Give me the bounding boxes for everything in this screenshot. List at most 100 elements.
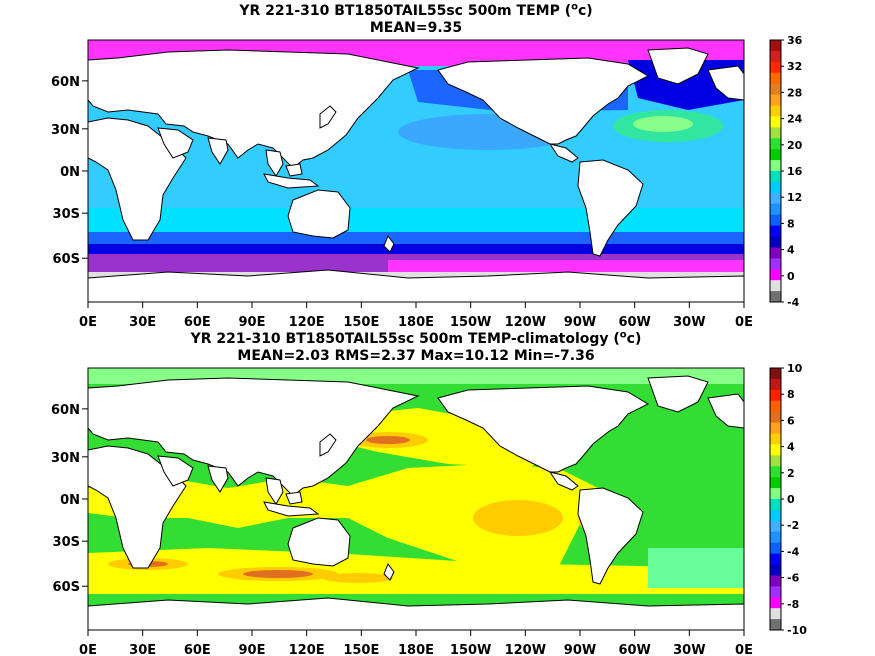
colorbar-swatch: [770, 520, 781, 533]
colorbar-label: 6: [787, 414, 795, 427]
colorbar-label: 32: [787, 60, 802, 73]
colorbar-swatch: [770, 608, 781, 620]
colorbar-swatch: [770, 94, 781, 106]
colorbar-label: 2: [787, 467, 795, 480]
lon-label: 150E: [343, 315, 379, 330]
colorbar-swatch: [770, 444, 781, 456]
lat-label: 60N: [51, 75, 80, 90]
bottom-map: [88, 368, 744, 630]
colorbar-swatch: [770, 225, 781, 237]
colorbar-label: -6: [787, 572, 800, 585]
lon-label: 90W: [564, 643, 596, 656]
lon-label: 60E: [184, 643, 211, 656]
colorbar-swatch: [770, 247, 781, 259]
colorbar-label: 12: [787, 191, 802, 204]
colorbar-swatch: [770, 127, 781, 139]
lon-label: 60E: [184, 315, 211, 330]
colorbar-swatch: [770, 160, 781, 172]
lon-label: 30W: [673, 315, 705, 330]
lat-label: 30S: [53, 535, 80, 550]
lon-label: 120W: [505, 315, 546, 330]
colorbar-swatch: [770, 542, 781, 555]
colorbar-label: 16: [787, 165, 803, 178]
lon-label: 90E: [239, 643, 266, 656]
bottom-panel-title: YR 221-310 BT1850TAIL55sc 500m TEMP-clim…: [190, 329, 642, 347]
top-map: [88, 40, 744, 302]
lon-label: 180E: [398, 643, 434, 656]
colorbar-swatch: [770, 83, 781, 96]
colorbar-swatch: [770, 564, 781, 576]
lon-label: 150E: [343, 643, 379, 656]
colorbar-swatch: [770, 269, 781, 281]
colorbar-label: -4: [787, 545, 800, 558]
lon-label: 0E: [79, 315, 97, 330]
colorbar-swatch: [770, 586, 781, 598]
colorbar-swatch: [770, 192, 781, 205]
colorbar-label: 20: [787, 139, 803, 152]
colorbar-swatch: [770, 258, 781, 270]
colorbar-label: 0: [787, 270, 795, 283]
colorbar-swatch: [770, 455, 781, 467]
lat-label: 60S: [53, 252, 80, 267]
colorbar-swatch: [770, 138, 781, 150]
lon-label: 120E: [289, 643, 325, 656]
colorbar-swatch: [770, 433, 781, 445]
colorbar-swatch: [770, 400, 781, 413]
colorbar-label: 4: [787, 244, 795, 257]
lon-label: 0E: [735, 315, 753, 330]
lon-label: 180E: [398, 315, 434, 330]
colorbar-swatch: [770, 181, 781, 194]
bottom-colorbar: 10 8 6 4 2 0 -2 -4 -6 -8 -10: [769, 362, 807, 637]
colorbar-swatch: [770, 389, 781, 402]
colorbar-swatch: [770, 531, 781, 544]
top-colorbar: 36 32 28 24 20 16 12 8 4 0 -4: [769, 34, 803, 309]
bottom-panel-stats: MEAN=2.03 RMS=2.37 Max=10.12 Min=-7.36: [237, 348, 595, 364]
colorbar-label: -4: [787, 296, 800, 309]
lat-label: 30S: [53, 207, 80, 222]
colorbar-label: -10: [787, 624, 807, 637]
lat-label: 30N: [51, 123, 80, 138]
lon-label: 90E: [239, 315, 266, 330]
lon-label: 30W: [673, 643, 705, 656]
lon-label: 120E: [289, 315, 325, 330]
lon-label: 150W: [450, 643, 491, 656]
bottom-axes: 60N 30N 0N 30S 60S 0E 30E 60E 90E 120E 150E 180E 150…: [51, 403, 753, 656]
colorbar-label: 8: [787, 217, 795, 230]
lon-label: 150W: [450, 315, 491, 330]
colorbar-swatch: [770, 61, 781, 74]
lat-label: 60N: [51, 403, 80, 418]
colorbar-swatch: [770, 466, 781, 478]
colorbar-swatch: [770, 488, 781, 500]
colorbar-swatch: [770, 575, 781, 587]
colorbar-swatch: [770, 553, 781, 565]
colorbar-label: -2: [787, 519, 799, 532]
colorbar-swatch: [770, 509, 781, 522]
colorbar-swatch: [770, 105, 781, 117]
lon-label: 0E: [735, 643, 753, 656]
lat-label: 60S: [53, 580, 80, 595]
colorbar-label: -8: [787, 598, 799, 611]
colorbar-swatch: [770, 72, 781, 85]
lat-label: 0N: [60, 165, 80, 180]
colorbar-swatch: [770, 214, 781, 227]
lon-label: 90W: [564, 315, 596, 330]
lon-label: 0E: [79, 643, 97, 656]
top-axes: 60N 30N 0N 30S 60S 0E 30E 60E 90E 120E 150E 180E 150…: [51, 75, 753, 330]
colorbar-swatch: [770, 203, 781, 216]
colorbar-label: 28: [787, 86, 802, 99]
colorbar-label: 0: [787, 493, 795, 506]
colorbar-swatch: [770, 368, 781, 380]
colorbar-swatch: [770, 499, 781, 511]
lat-label: 0N: [60, 493, 80, 508]
colorbar-swatch: [770, 597, 781, 609]
lon-label: 30E: [129, 643, 156, 656]
colorbar-swatch: [770, 40, 781, 52]
colorbar-swatch: [770, 619, 781, 631]
colorbar-label: 24: [787, 113, 803, 126]
colorbar-label: 36: [787, 34, 803, 47]
lat-label: 30N: [51, 451, 80, 466]
colorbar-swatch: [770, 291, 781, 303]
colorbar-label: 10: [787, 362, 803, 375]
colorbar-label: 4: [787, 441, 795, 454]
